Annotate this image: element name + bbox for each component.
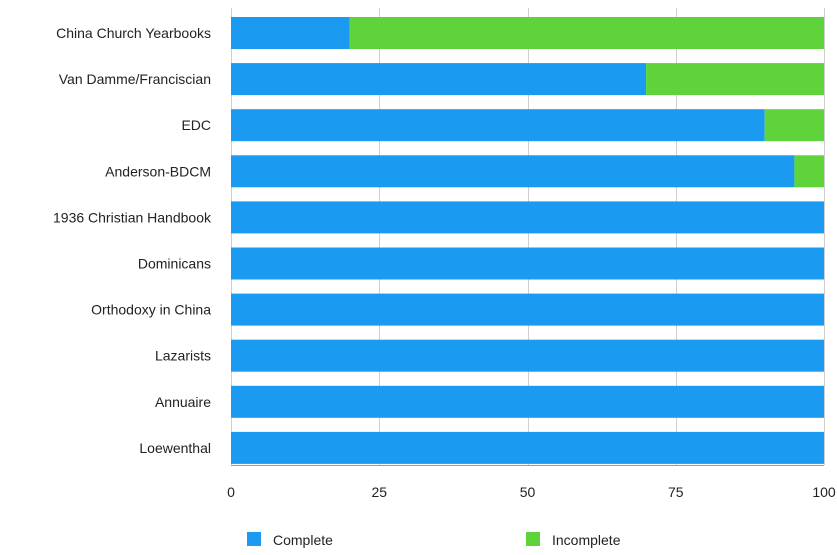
x-tick-labels: 0 25 50 75 100	[227, 484, 836, 500]
category-label: Dominicans	[138, 256, 211, 272]
category-label: 1936 Christian Handbook	[53, 209, 212, 225]
category-label: Anderson-BDCM	[105, 163, 211, 179]
x-tick-label: 0	[227, 484, 235, 500]
bar-complete-5	[231, 201, 824, 234]
bar-complete-7	[231, 293, 824, 326]
bar-incomplete-4	[794, 155, 824, 188]
legend-label-complete: Complete	[273, 532, 333, 548]
category-label: Annuaire	[155, 394, 211, 410]
x-tick-label: 50	[520, 484, 536, 500]
bar-complete-1	[231, 17, 350, 49]
category-label: Lazarists	[155, 348, 211, 364]
bar-complete-4	[231, 155, 795, 188]
x-tick-label: 100	[812, 484, 836, 500]
bar-complete-3	[231, 109, 765, 142]
bar-complete-8	[231, 339, 824, 372]
legend: Complete Incomplete	[247, 532, 621, 548]
bar-complete-10	[231, 431, 824, 464]
category-label: Loewenthal	[139, 440, 211, 456]
category-label: Orthodoxy in China	[91, 302, 211, 318]
category-label: EDC	[181, 117, 211, 133]
bar-incomplete-2	[646, 63, 824, 96]
bar-complete-9	[231, 385, 824, 418]
bar-complete-6	[231, 247, 824, 280]
legend-label-incomplete: Incomplete	[552, 532, 621, 548]
bars	[231, 17, 824, 464]
category-labels: China Church Yearbooks Van Damme/Francisc…	[53, 25, 212, 456]
legend-swatch-incomplete	[526, 532, 540, 546]
legend-swatch-complete	[247, 532, 261, 546]
category-label: China Church Yearbooks	[56, 25, 211, 41]
x-tick-label: 25	[372, 484, 388, 500]
category-label: Van Damme/Franciscian	[59, 71, 211, 87]
bar-incomplete-3	[764, 109, 824, 142]
bar-incomplete-1	[349, 17, 824, 49]
bar-complete-2	[231, 63, 647, 96]
x-tick-label: 75	[668, 484, 684, 500]
